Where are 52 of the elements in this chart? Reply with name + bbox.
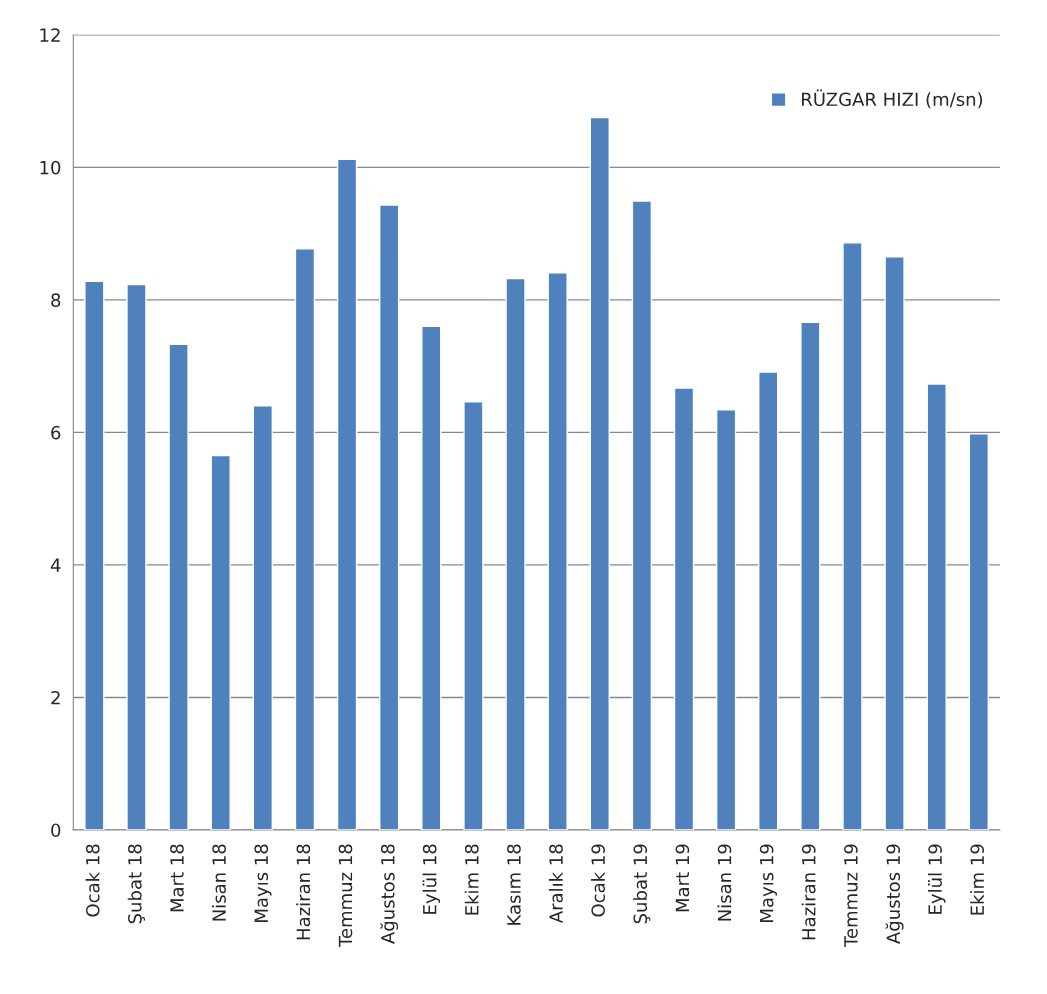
bar xyxy=(336,158,358,830)
x-tick-label: Nisan 18 xyxy=(211,844,226,921)
y-tick-label: 4 xyxy=(50,558,61,572)
x-tick-label: Mayıs 18 xyxy=(254,844,272,922)
bar xyxy=(800,321,821,830)
bar xyxy=(715,409,737,830)
x-tick-label: Eylül 18 xyxy=(422,844,441,914)
x-tick-label: Temmuz 18 xyxy=(338,844,353,948)
legend-label: RÜZGAR HIZI (m/sn) xyxy=(802,89,983,109)
bar xyxy=(842,242,863,830)
x-tick-label: Aralık 18 xyxy=(548,844,563,924)
bar xyxy=(168,343,189,830)
bar xyxy=(463,401,484,830)
bar xyxy=(210,454,231,830)
x-tick-label: Şubat 18 xyxy=(127,844,145,924)
bar xyxy=(547,271,568,830)
x-tick-label: Haziran 19 xyxy=(801,844,816,940)
y-tick-label: 0 xyxy=(51,823,61,838)
y-tick-label: 6 xyxy=(51,425,61,440)
y-tick-label: 8 xyxy=(51,293,61,307)
bar xyxy=(589,116,610,830)
x-tick-label: Haziran 18 xyxy=(296,844,311,940)
x-tick-label: Ekim 18 xyxy=(464,844,479,915)
x-tick-label: Ocak 19 xyxy=(591,844,605,917)
x-tick-label: Ağustos 19 xyxy=(885,844,904,944)
bar xyxy=(758,371,779,830)
x-tick-label: Mart 19 xyxy=(675,844,690,912)
x-tick-label: Ekim 19 xyxy=(970,844,985,915)
bar xyxy=(884,256,905,830)
bar xyxy=(294,248,316,830)
bar xyxy=(379,204,400,830)
y-tick-label: 12 xyxy=(40,28,60,42)
bar xyxy=(252,405,273,830)
y-tick-label: 2 xyxy=(51,690,60,705)
bar xyxy=(631,200,653,830)
x-tick-label: Mayıs 19 xyxy=(759,844,777,922)
x-tick-label: Temmuz 19 xyxy=(844,844,858,948)
bar xyxy=(968,433,989,830)
bar xyxy=(673,387,695,830)
x-tick-label: Mart 18 xyxy=(170,844,184,912)
x-tick-label: Nisan 19 xyxy=(717,844,732,921)
x-tick-label: Şubat 19 xyxy=(633,844,651,924)
bar xyxy=(505,277,526,830)
bar xyxy=(84,280,105,830)
bar xyxy=(126,283,147,830)
x-tick-label: Eylül 19 xyxy=(927,844,946,914)
bar xyxy=(421,325,442,830)
x-tick-label: Kasım 18 xyxy=(507,844,521,925)
y-tick-label: 10 xyxy=(40,160,61,175)
bar xyxy=(926,383,947,830)
x-tick-label: Ocak 18 xyxy=(85,844,100,917)
x-tick-label: Ağustos 18 xyxy=(380,844,399,944)
